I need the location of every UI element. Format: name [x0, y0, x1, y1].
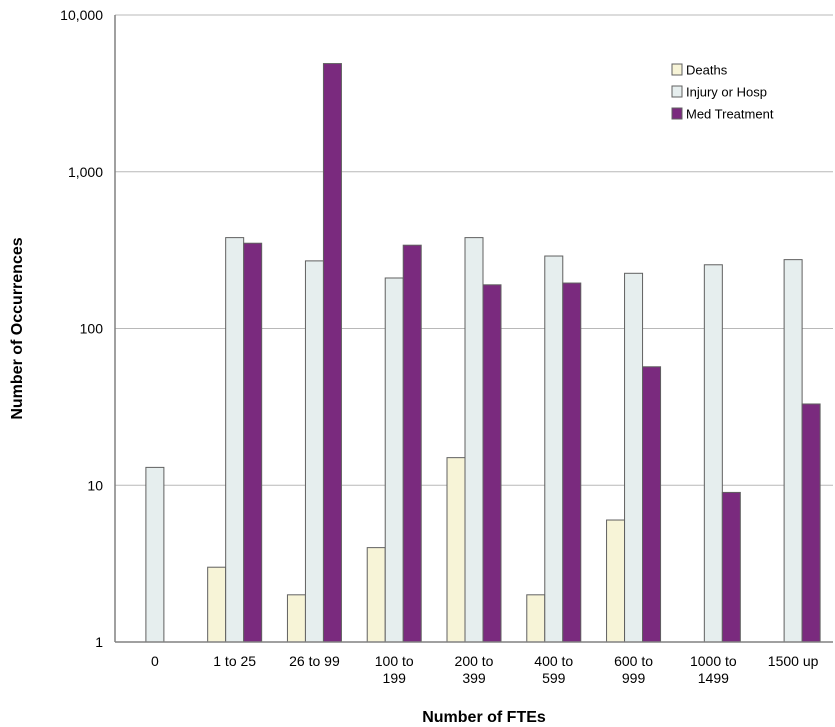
- legend-swatch-injury-or-hosp: [671, 85, 683, 98]
- x-tick-label-line: 26 to 99: [289, 653, 340, 669]
- y-tick-label: 100: [80, 321, 104, 337]
- x-tick-label-line: 0: [151, 653, 159, 669]
- bar-injury-or-hosp: [145, 466, 165, 643]
- bar-med-treatment: [402, 244, 422, 643]
- x-tick-label-line: 1 to 25: [213, 653, 256, 669]
- x-tick-label: 0: [151, 653, 159, 669]
- x-tick-label-line: 399: [462, 670, 486, 686]
- x-tick-label: 600 to 999: [614, 653, 653, 686]
- bar-deaths: [286, 594, 306, 643]
- bar-deaths: [606, 519, 626, 643]
- bar-med-treatment: [801, 403, 821, 643]
- y-tick-labels: 1 10 100 1,000 10,000: [60, 7, 103, 650]
- bar-injury-or-hosp: [624, 272, 644, 643]
- bar-deaths: [207, 566, 227, 643]
- bar-injury-or-hosp: [544, 255, 564, 643]
- bar-deaths: [526, 594, 546, 643]
- bar-injury-or-hosp: [225, 237, 245, 643]
- legend: Deaths Injury or Hosp Med Treatment: [671, 63, 774, 122]
- legend-swatch-med-treatment: [671, 107, 683, 120]
- bar-injury-or-hosp: [464, 237, 484, 643]
- x-tick-label: 200 to 399: [455, 653, 494, 686]
- bar-med-treatment: [562, 282, 582, 643]
- x-tick-labels: 0 1 to 25 26 to 99 100 to 199 200 to 399 400 to…: [151, 653, 819, 686]
- x-tick-label-line: 199: [383, 670, 407, 686]
- bar-injury-or-hosp: [304, 260, 324, 643]
- bar-med-treatment: [642, 366, 662, 643]
- bars: [145, 63, 821, 643]
- y-tick-label: 10: [87, 477, 103, 493]
- bar-deaths: [446, 457, 466, 643]
- y-tick-label: 10,000: [60, 7, 103, 23]
- bar-injury-or-hosp: [783, 259, 803, 643]
- bar-med-treatment: [482, 284, 502, 643]
- x-tick-label-line: 100 to: [375, 653, 414, 669]
- bar-med-treatment: [322, 63, 342, 643]
- x-tick-label-line: 1000 to: [690, 653, 737, 669]
- legend-label-deaths: Deaths: [686, 63, 728, 78]
- legend-label-med-treatment: Med Treatment: [686, 107, 774, 122]
- bar-injury-or-hosp: [703, 264, 723, 643]
- y-tick-label: 1,000: [68, 164, 103, 180]
- legend-label-injury-or-hosp: Injury or Hosp: [686, 85, 767, 100]
- x-tick-label: 100 to 199: [375, 653, 414, 686]
- x-tick-label-line: 599: [542, 670, 566, 686]
- x-tick-label-line: 400 to: [534, 653, 573, 669]
- x-tick-label-line: 600 to: [614, 653, 653, 669]
- x-tick-label-line: 1499: [698, 670, 729, 686]
- bar-deaths: [366, 547, 386, 643]
- x-tick-label: 1500 up: [768, 653, 819, 669]
- legend-swatch-deaths: [671, 63, 683, 76]
- bar-med-treatment: [721, 491, 741, 643]
- bar-injury-or-hosp: [384, 277, 404, 643]
- x-tick-label: 26 to 99: [289, 653, 340, 669]
- x-axis-title: Number of FTEs: [422, 709, 546, 726]
- x-tick-label: 1 to 25: [213, 653, 256, 669]
- x-tick-label-line: 999: [622, 670, 646, 686]
- x-tick-label-line: 200 to: [455, 653, 494, 669]
- x-tick-label-line: 1500 up: [768, 653, 819, 669]
- bar-med-treatment: [243, 242, 263, 643]
- x-tick-label: 400 to 599: [534, 653, 573, 686]
- y-axis-title: Number of Occurrences: [9, 237, 26, 419]
- y-tick-label: 1: [95, 634, 103, 650]
- x-tick-label: 1000 to 1499: [690, 653, 737, 686]
